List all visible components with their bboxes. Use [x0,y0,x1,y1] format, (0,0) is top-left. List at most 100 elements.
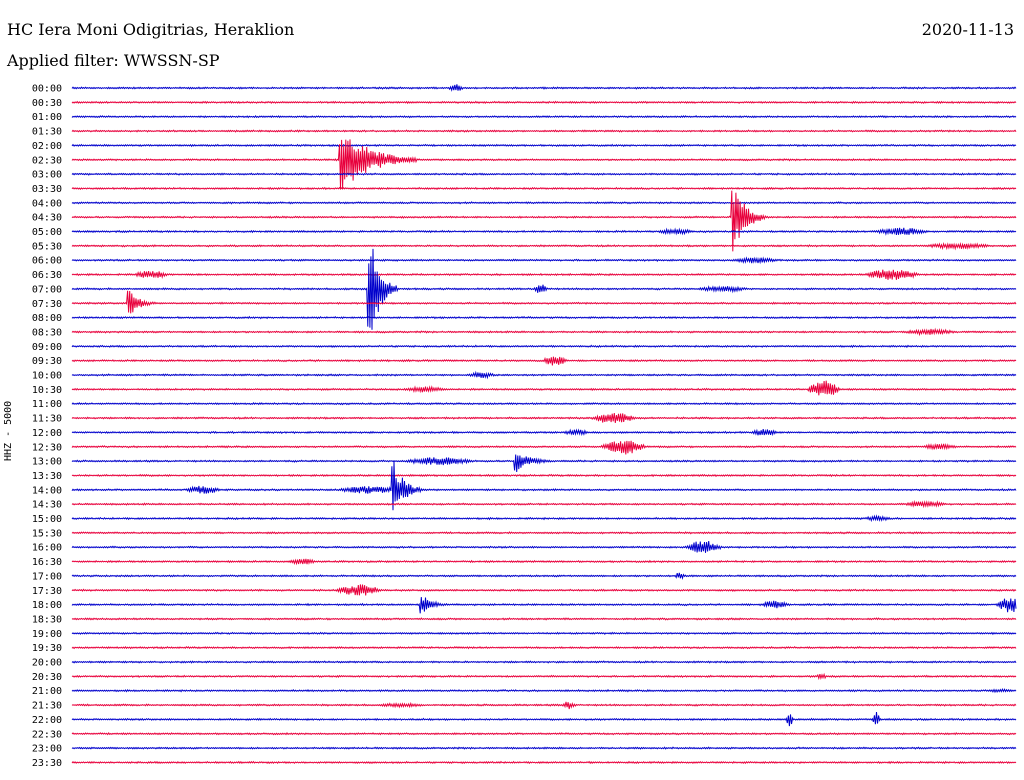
time-tick-label: 08:00 [32,313,62,324]
time-tick-label: 08:30 [32,327,62,338]
trace-line [71,454,1017,473]
time-tick-label: 23:00 [32,744,62,755]
trace-line [71,344,1017,349]
time-tick-label: 15:00 [32,514,62,525]
trace-line [71,746,1017,750]
trace-line [71,617,1017,621]
date-label: 2020-11-13 [921,20,1014,39]
time-tick-label: 09:30 [32,356,62,367]
time-tick-label: 01:00 [32,112,62,123]
filter-label: Applied filter: WWSSN-SP [7,51,220,70]
time-tick-label: 10:00 [32,371,62,382]
time-tick-label: 20:00 [32,658,62,669]
time-tick-label: 15:30 [32,528,62,539]
time-tick-label: 22:30 [32,729,62,740]
time-tick-label: 18:00 [32,600,62,611]
trace-line [71,687,1017,694]
time-tick-label: 14:00 [32,485,62,496]
trace-line [71,248,1017,330]
time-tick-label: 19:00 [32,629,62,640]
trace-line [71,172,1017,176]
time-tick-label: 00:30 [32,98,62,109]
time-tick-label: 22:00 [32,715,62,726]
time-tick-label: 16:00 [32,543,62,554]
trace-line [71,631,1017,636]
trace-line [71,256,1017,265]
time-tick-label: 07:30 [32,299,62,310]
time-tick-label: 06:30 [32,270,62,281]
trace-line [71,290,1017,314]
trace-line [71,115,1017,119]
time-tick-label: 13:30 [32,471,62,482]
trace-line [71,227,1017,236]
trace-line [71,461,1017,511]
time-tick-label: 16:30 [32,557,62,568]
time-tick-label: 21:00 [32,686,62,697]
trace-line [71,241,1017,251]
trace-line [71,558,1017,566]
time-tick-label: 03:00 [32,170,62,181]
time-tick-label: 09:00 [32,342,62,353]
trace-line [71,139,1017,190]
trace-line [71,428,1017,437]
trace-line [71,269,1017,280]
time-tick-label: 12:30 [32,442,62,453]
trace-line [71,473,1017,478]
trace-line [71,572,1017,580]
trace-line [71,597,1017,614]
trace-line [71,760,1017,765]
trace-line [71,370,1017,380]
time-tick-label: 10:30 [32,385,62,396]
time-tick-label: 06:00 [32,256,62,267]
time-tick-label: 12:00 [32,428,62,439]
time-tick-label: 17:30 [32,586,62,597]
trace-line [71,514,1017,523]
time-tick-label: 05:00 [32,227,62,238]
trace-line [71,701,1017,710]
trace-line [71,540,1017,553]
time-tick-label: 02:30 [32,155,62,166]
trace-line [71,401,1017,406]
trace-line [71,531,1017,535]
trace-line [71,660,1017,664]
time-tick-label: 02:00 [32,141,62,152]
trace-line [71,499,1017,509]
time-tick-label: 03:30 [32,184,62,195]
trace-line [71,645,1017,650]
trace-line [71,712,1017,727]
time-tick-label: 13:00 [32,457,62,468]
time-tick-label: 04:00 [32,198,62,209]
trace-line [71,356,1017,366]
trace-line [71,380,1017,396]
time-tick-label: 00:00 [32,84,62,95]
time-tick-label: 18:30 [32,614,62,625]
time-tick-label: 11:00 [32,399,62,410]
time-tick-label: 21:30 [32,701,62,712]
time-tick-label: 20:30 [32,672,62,683]
time-tick-label: 07:00 [32,284,62,295]
trace-line [71,186,1017,191]
trace-line [71,440,1017,455]
trace-line [71,201,1017,205]
trace-line [71,315,1017,320]
trace-line [71,143,1017,148]
trace-line [71,732,1017,736]
time-tick-label: 04:30 [32,213,62,224]
time-tick-label: 19:30 [32,643,62,654]
trace-line [71,100,1017,105]
trace-line [71,327,1017,337]
time-tick-label: 11:30 [32,414,62,425]
trace-line [71,190,1017,252]
station-title: HC Iera Moni Odigitrias, Heraklion [7,20,295,39]
trace-line [71,584,1017,596]
time-tick-label: 14:30 [32,500,62,511]
time-tick-label: 01:30 [32,127,62,138]
time-tick-label: 05:30 [32,241,62,252]
trace-line [71,672,1017,681]
trace-line [71,84,1017,92]
trace-line [71,413,1017,423]
time-tick-label: 17:00 [32,571,62,582]
trace-line [71,129,1017,133]
time-tick-label: 23:30 [32,758,62,769]
